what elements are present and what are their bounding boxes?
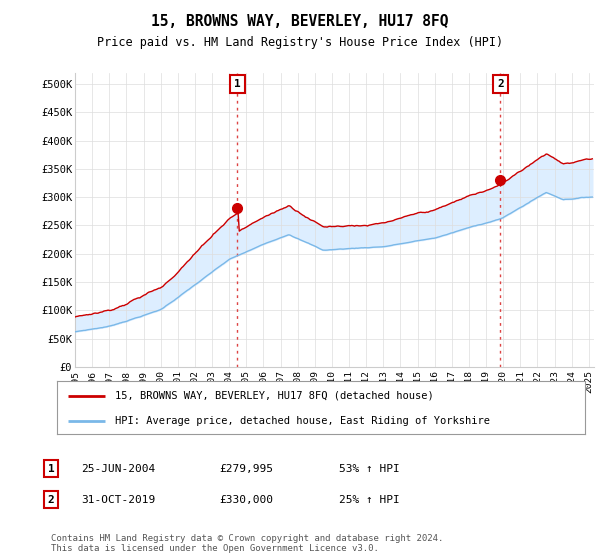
Text: 53% ↑ HPI: 53% ↑ HPI: [339, 464, 400, 474]
Text: 15, BROWNS WAY, BEVERLEY, HU17 8FQ (detached house): 15, BROWNS WAY, BEVERLEY, HU17 8FQ (deta…: [115, 391, 434, 401]
Text: Price paid vs. HM Land Registry's House Price Index (HPI): Price paid vs. HM Land Registry's House …: [97, 36, 503, 49]
Text: 1: 1: [234, 79, 241, 89]
Text: £330,000: £330,000: [219, 494, 273, 505]
Text: HPI: Average price, detached house, East Riding of Yorkshire: HPI: Average price, detached house, East…: [115, 416, 490, 426]
Text: 2: 2: [497, 79, 503, 89]
Text: Contains HM Land Registry data © Crown copyright and database right 2024.
This d: Contains HM Land Registry data © Crown c…: [51, 534, 443, 553]
Text: 2: 2: [47, 494, 55, 505]
Text: 25-JUN-2004: 25-JUN-2004: [81, 464, 155, 474]
Text: 1: 1: [47, 464, 55, 474]
Text: 15, BROWNS WAY, BEVERLEY, HU17 8FQ: 15, BROWNS WAY, BEVERLEY, HU17 8FQ: [151, 14, 449, 29]
Text: £279,995: £279,995: [219, 464, 273, 474]
Text: 25% ↑ HPI: 25% ↑ HPI: [339, 494, 400, 505]
Text: 31-OCT-2019: 31-OCT-2019: [81, 494, 155, 505]
